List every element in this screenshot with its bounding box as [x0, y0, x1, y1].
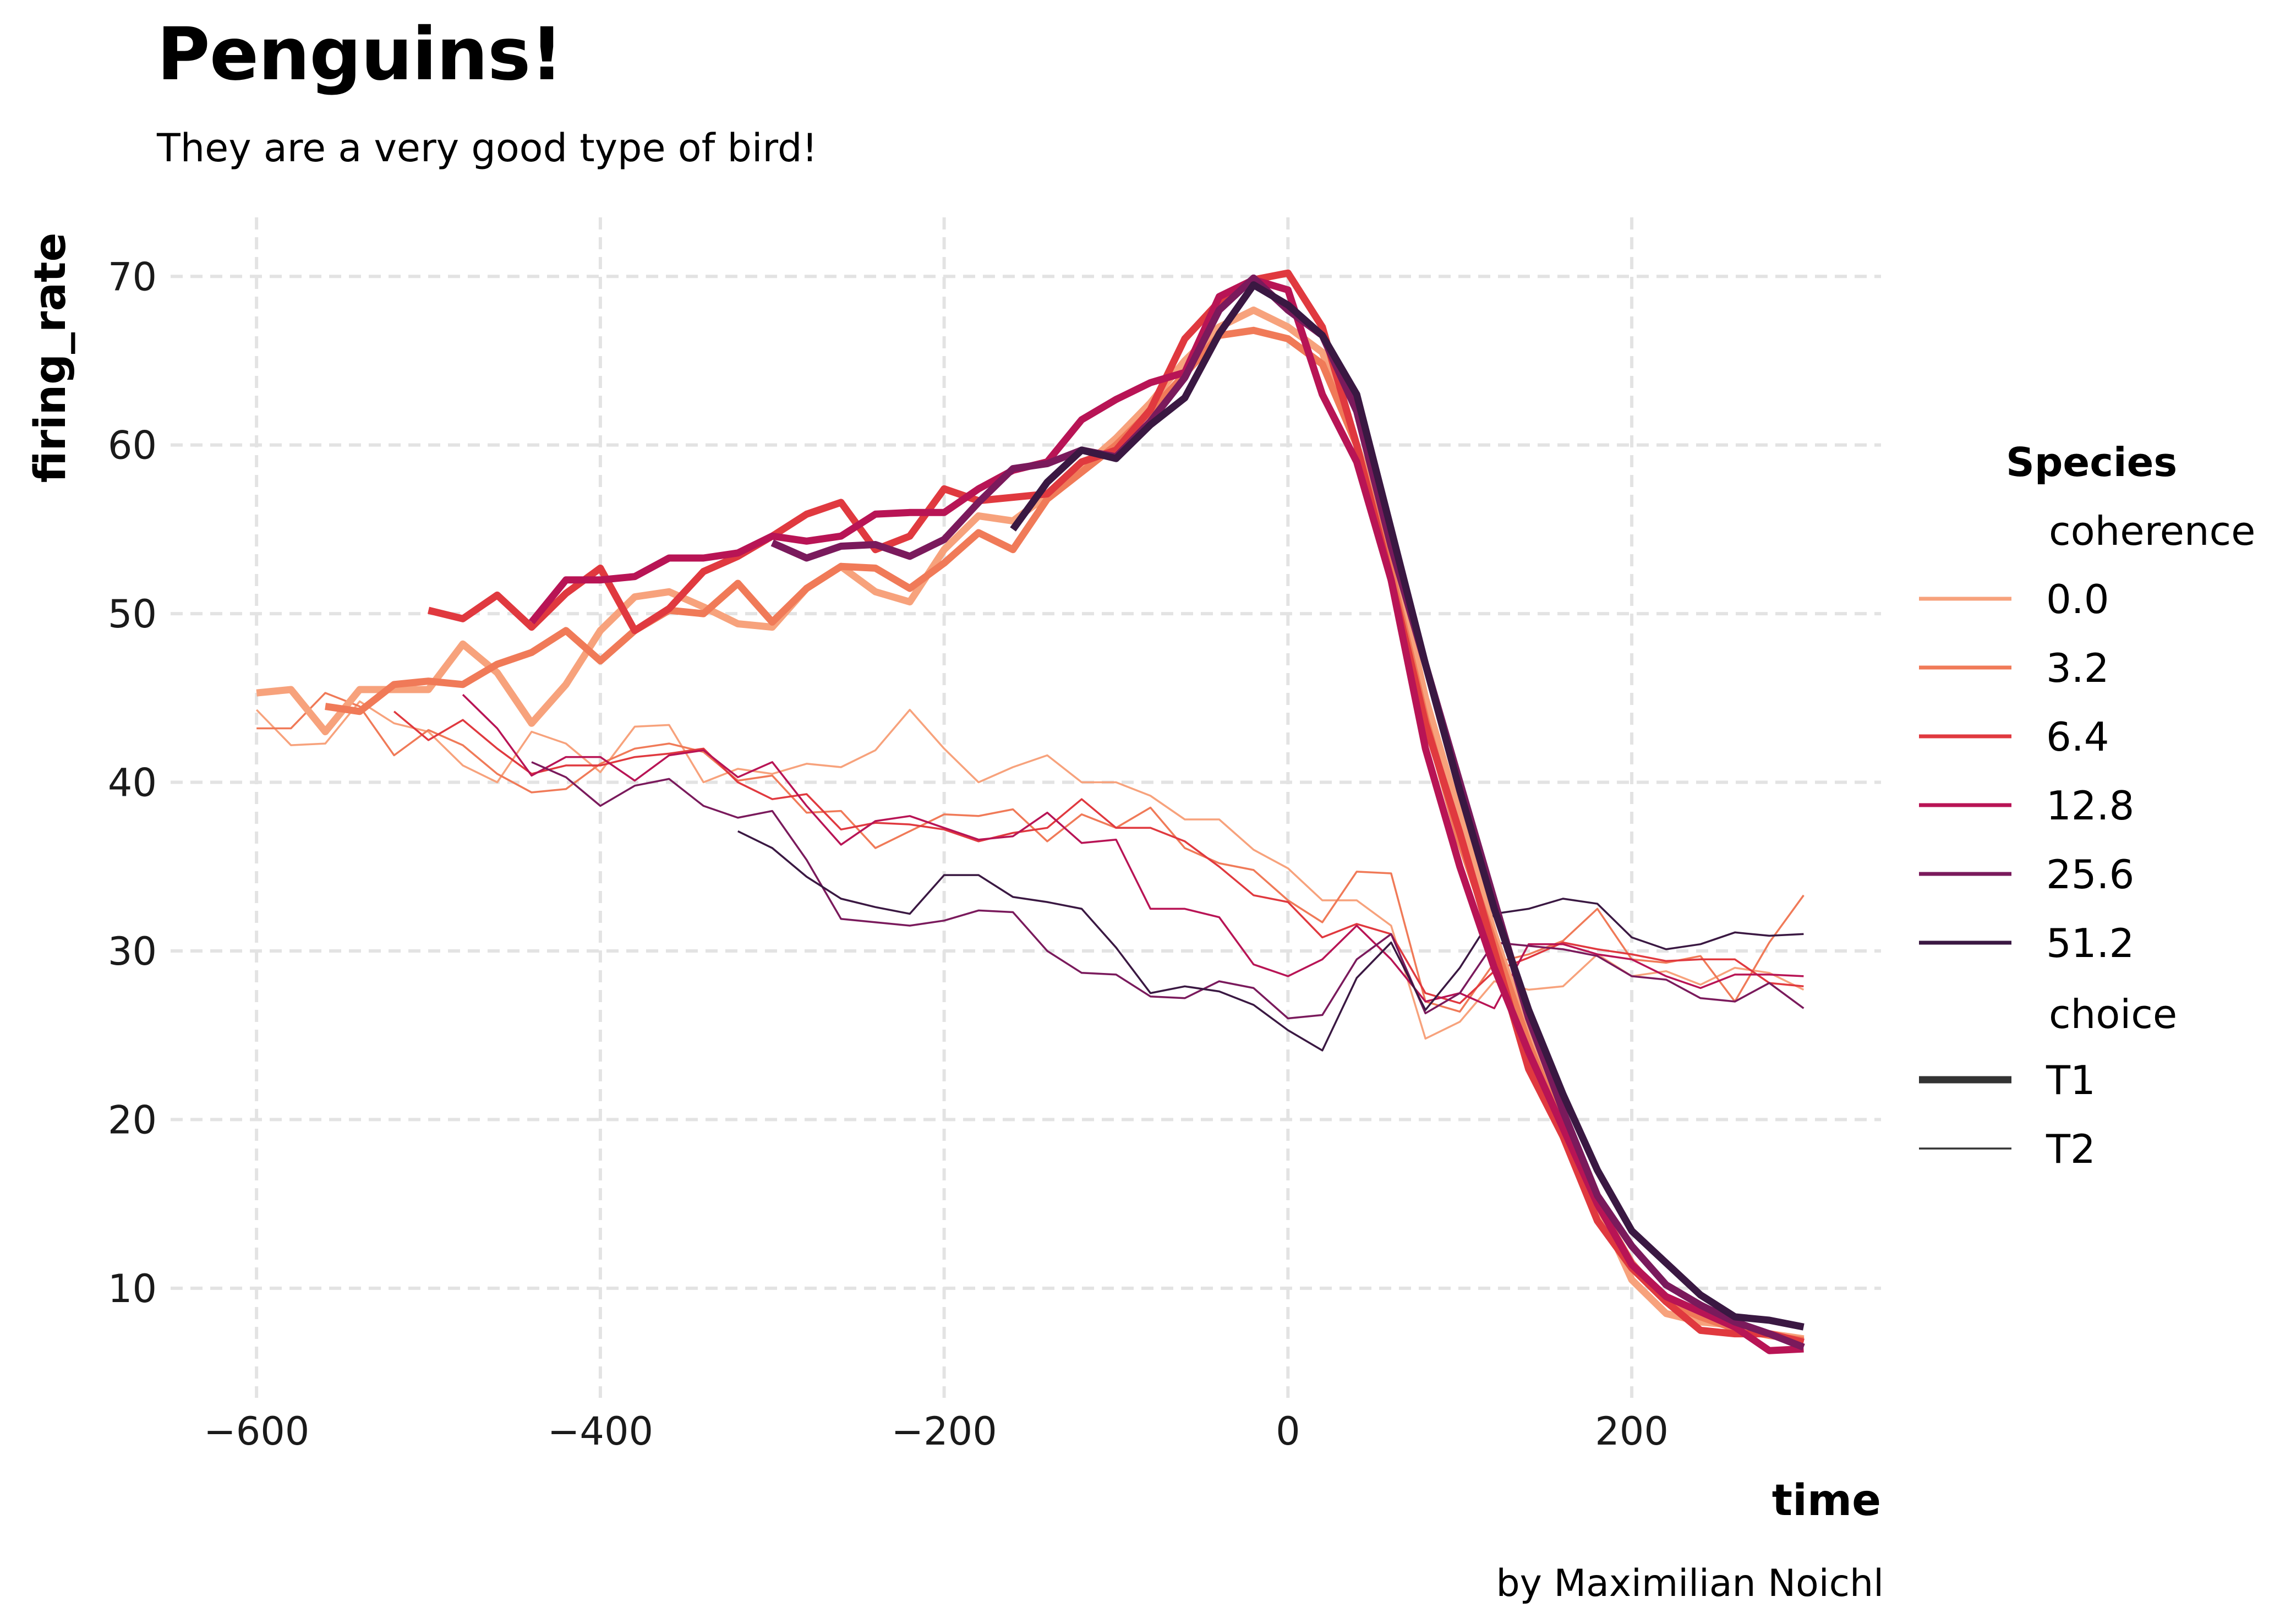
legend-item-label: 12.8	[2046, 783, 2134, 829]
x-tick-label: −200	[891, 1409, 997, 1454]
y-tick-label: 30	[108, 929, 157, 974]
y-tick-label: 40	[108, 761, 157, 806]
series-line-t2-coh-0-0	[255, 700, 1805, 1040]
x-axis-title: time	[1772, 1476, 1881, 1525]
legend-item-label: T1	[2046, 1057, 2096, 1103]
legend-item-label: T2	[2046, 1126, 2096, 1172]
chart-subtitle: They are a very good type of bird!	[157, 125, 818, 171]
series-line-t2-coh-6-4	[393, 710, 1804, 1004]
tick-labels: −600 −400 −200 0 200 10 20 30 40 50 60 70	[108, 254, 1669, 1454]
x-tick-label: −600	[204, 1409, 309, 1454]
legend-item-label: 6.4	[2046, 714, 2109, 760]
legend-coherence-label: coherence	[2049, 508, 2255, 554]
legend-item-label: 51.2	[2046, 920, 2134, 966]
legend-choice-items: T1 T2	[1919, 1057, 2096, 1172]
y-axis-title: firing_rate	[26, 233, 75, 483]
series-line-t1-coh-25-6	[770, 274, 1805, 1351]
legend: Species coherence 0.03.26.412.825.651.2 …	[1919, 439, 2255, 1172]
legend-choice-label: choice	[2049, 991, 2177, 1037]
y-tick-label: 70	[108, 254, 157, 299]
y-tick-label: 50	[108, 592, 157, 637]
legend-coherence-items: 0.0 3.2 6.4 12.8 25.6 51.2	[1919, 576, 2134, 966]
caption: by Maximilian Noichl	[1496, 1562, 1884, 1605]
series-line-t1-coh-12-8	[528, 276, 1804, 1354]
legend-item-label: 3.2	[2046, 645, 2109, 691]
series-line-t1-coh-6-4	[427, 269, 1805, 1346]
chart-title: Penguins!	[157, 12, 564, 97]
y-tick-label: 60	[108, 423, 157, 468]
series-line-t2-coh-25-6	[531, 761, 1805, 1020]
legend-title: Species	[2006, 439, 2177, 485]
x-tick-label: −400	[548, 1409, 653, 1454]
series-line-t2-coh-12-8	[462, 693, 1804, 1009]
series-line-t2-coh-51-2	[737, 830, 1804, 1052]
series-line-t1-coh-51-2	[1010, 281, 1805, 1331]
legend-item-label: 0.0	[2046, 576, 2109, 622]
x-tick-label: 200	[1595, 1409, 1669, 1454]
y-tick-label: 20	[108, 1097, 157, 1142]
legend-item-label: 25.6	[2046, 851, 2134, 898]
series-lines	[255, 269, 1805, 1354]
y-tick-label: 10	[108, 1266, 157, 1311]
x-tick-label: 0	[1276, 1409, 1300, 1454]
